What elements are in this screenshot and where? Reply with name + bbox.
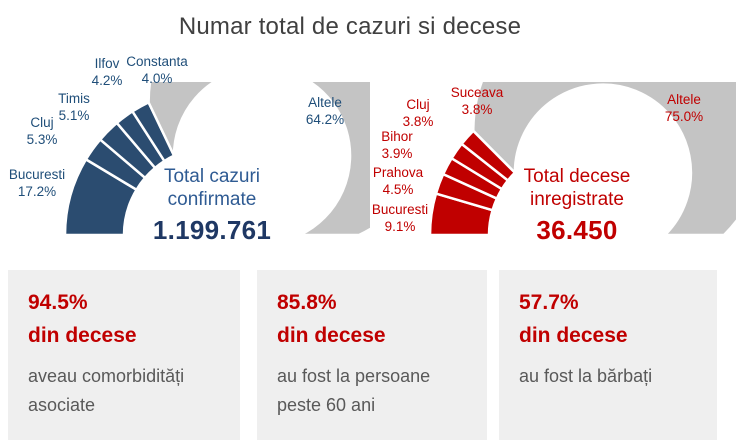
segment-name-label: Cluj xyxy=(406,97,430,112)
cases-segment-label-ilfov: Ilfov 4.2% xyxy=(76,55,138,89)
deaths-segment-label-bihor: Bihor 3.9% xyxy=(366,128,428,162)
stat-subtitle: din decese xyxy=(28,324,137,347)
stat-description: au fost la bărbați xyxy=(519,366,653,386)
cases-center-label: Total cazuri confirmate 1.199.761 xyxy=(137,165,287,246)
deaths-segment-label-bucuresti: Bucuresti 9.1% xyxy=(364,201,436,235)
deaths-segment-label-altele: Altele 75.0% xyxy=(647,91,721,125)
deaths-segment-label-cluj: Cluj 3.8% xyxy=(387,96,449,130)
stat-description: au fost la persoane peste 60 ani xyxy=(277,366,431,415)
cases-segment-label-timis: Timis 5.1% xyxy=(43,90,105,124)
segment-name-label: Bucuresti xyxy=(371,202,429,217)
cases-segment-label-altele: Altele 64.2% xyxy=(288,94,362,128)
deaths-center-label: Total decese inregistrate 36.450 xyxy=(502,165,652,246)
segment-value-label: 3.9% xyxy=(381,146,413,161)
segment-name-label: Ilfov xyxy=(94,56,120,71)
cases-center-line1: Total cazuri xyxy=(163,166,261,187)
deaths-center-line1: Total decese xyxy=(523,166,631,187)
segment-value-label: 4.5% xyxy=(382,182,414,197)
segment-value-label: 9.1% xyxy=(384,219,416,234)
segment-name-label: Suceava xyxy=(450,85,504,100)
segment-value-label: 4.2% xyxy=(91,73,123,88)
cases-segment-label-bucuresti: Bucuresti 17.2% xyxy=(1,166,73,200)
segment-value-label: 3.8% xyxy=(402,114,434,129)
stat-subtitle: din decese xyxy=(277,324,386,347)
cases-segment-label-cluj: Cluj 5.3% xyxy=(11,114,73,148)
deaths-segment-label-prahova: Prahova 4.5% xyxy=(362,164,434,198)
segment-name-label: Altele xyxy=(308,95,342,110)
segment-name-label: Prahova xyxy=(372,165,424,180)
segment-name-label: Cluj xyxy=(30,115,54,130)
cases-segment-altele xyxy=(147,82,370,237)
segment-value-label: 4.0% xyxy=(141,71,173,86)
stat-description: aveau comorbidități asociate xyxy=(28,366,185,415)
stat-percentage: 57.7% xyxy=(519,291,579,314)
deaths-gauge-chart xyxy=(428,82,736,237)
segment-value-label: 5.1% xyxy=(58,108,90,123)
chart-title: Numar total de cazuri si decese xyxy=(178,13,522,40)
deaths-center-line2: inregistrate xyxy=(530,189,624,210)
deaths-segment-altele xyxy=(472,82,736,237)
stat-card-comorbidities: 94.5% din decese aveau comorbidități aso… xyxy=(8,270,240,440)
segment-name-label: Timis xyxy=(58,91,90,106)
cases-gauge-chart xyxy=(63,82,370,237)
stat-card-over-60: 85.8% din decese au fost la persoane pes… xyxy=(257,270,487,440)
stat-subtitle: din decese xyxy=(519,324,628,347)
segment-value-label: 17.2% xyxy=(17,184,57,199)
deaths-segment-label-suceava: Suceava 3.8% xyxy=(445,84,509,118)
cases-center-line2: confirmate xyxy=(167,189,257,210)
segment-value-label: 75.0% xyxy=(664,109,704,124)
stat-percentage: 94.5% xyxy=(28,291,88,314)
cases-segment-label-constanta: Constanta 4.0% xyxy=(117,53,197,87)
segment-name-label: Bucuresti xyxy=(8,167,66,182)
stat-card-men: 57.7% din decese au fost la bărbați xyxy=(499,270,717,440)
segment-name-label: Bihor xyxy=(381,129,413,144)
segment-value-label: 5.3% xyxy=(26,132,58,147)
segment-name-label: Constanta xyxy=(126,54,188,69)
stat-percentage: 85.8% xyxy=(277,291,337,314)
segment-name-label: Altele xyxy=(667,92,701,107)
deaths-total-value: 36.450 xyxy=(536,215,618,245)
cases-total-value: 1.199.761 xyxy=(152,215,272,245)
segment-value-label: 64.2% xyxy=(305,112,345,127)
segment-value-label: 3.8% xyxy=(461,102,493,117)
